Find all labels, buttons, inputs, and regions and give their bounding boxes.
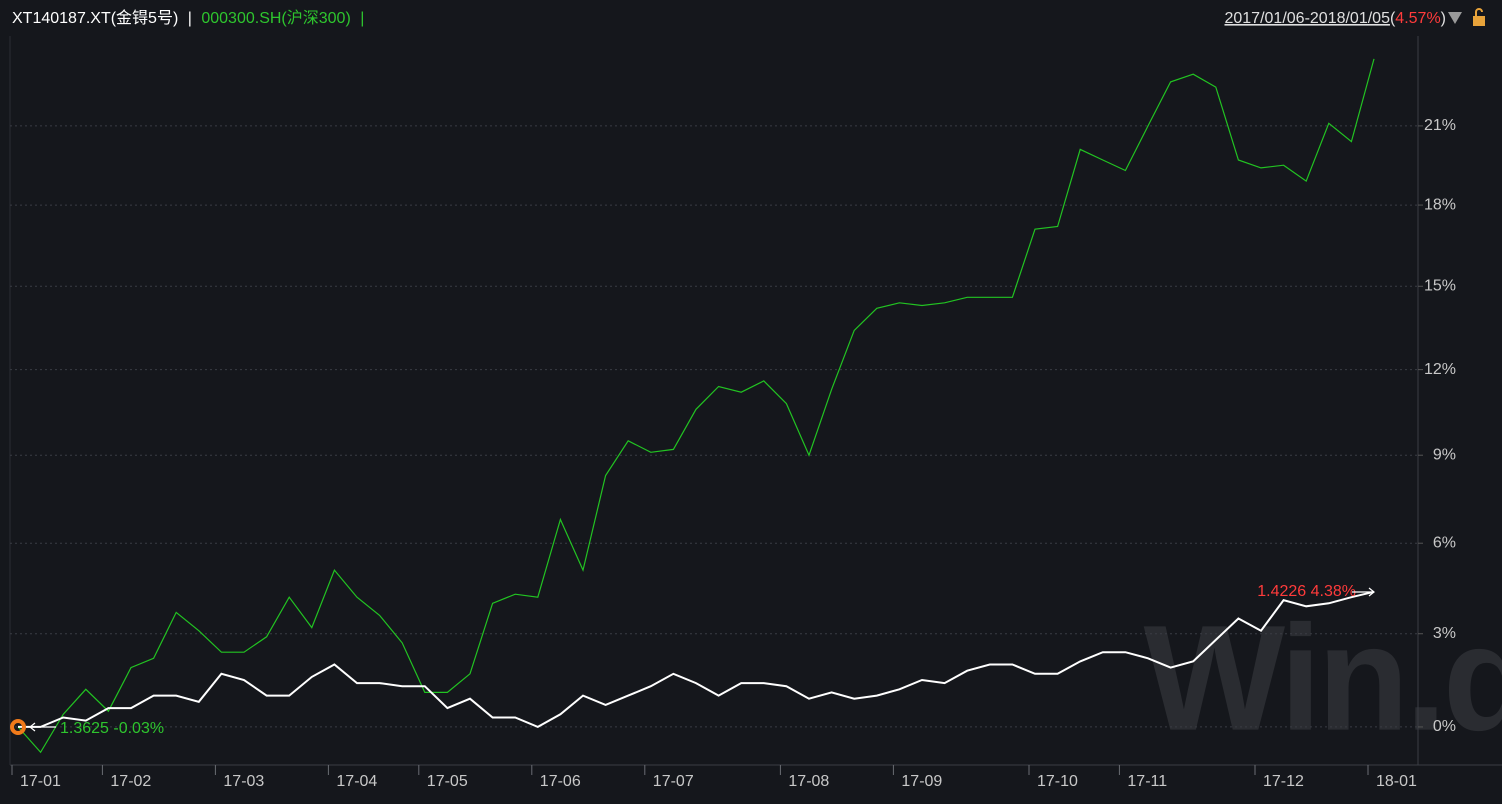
lock-icon[interactable] — [1473, 8, 1485, 26]
annotations — [10, 587, 1375, 735]
y-tick-label: 9% — [1433, 446, 1456, 463]
lock-body — [1473, 16, 1485, 26]
x-tick-label: 17-10 — [1037, 773, 1078, 790]
series-name: 000300.SH(沪深300) — [201, 9, 350, 27]
series-line — [18, 590, 1375, 729]
period-change: 4.57% — [1395, 10, 1440, 27]
dropdown-icon[interactable] — [1448, 12, 1462, 24]
x-tick-label: 17-04 — [336, 773, 377, 790]
paren: ( — [1390, 10, 1396, 27]
x-tick-label: 17-05 — [427, 773, 468, 790]
series-line — [17, 58, 1375, 754]
header: XT140187.XT(金锝5号) | 000300.SH(沪深300) | — [12, 9, 364, 27]
x-tick-label: 17-06 — [540, 773, 581, 790]
y-tick-label: 0% — [1433, 718, 1456, 735]
x-tick-label: 17-08 — [788, 773, 829, 790]
y-tick-label: 15% — [1424, 277, 1456, 294]
y-tick-label: 3% — [1433, 625, 1456, 642]
y-tick-label: 12% — [1424, 361, 1456, 378]
x-tick-label: 17-03 — [223, 773, 264, 790]
start-label: 1.3625 -0.03% — [60, 720, 164, 737]
lock-shackle — [1475, 8, 1483, 16]
paren: ) — [1441, 10, 1446, 27]
x-tick-label: 17-01 — [20, 773, 61, 790]
y-tick-label: 18% — [1424, 196, 1456, 213]
end-arrow — [1352, 587, 1375, 597]
period-header: 2017/01/06-2018/01/05(4.57%) — [1224, 10, 1446, 27]
y-tick-label: 6% — [1433, 534, 1456, 551]
separator: | — [360, 10, 364, 27]
x-tick-label: 17-07 — [653, 773, 694, 790]
x-tick-label: 18-01 — [1376, 773, 1417, 790]
x-tick-label: 17-12 — [1263, 773, 1304, 790]
watermark: Win.d — [1144, 594, 1502, 762]
series-name: XT140187.XT(金锝5号) — [12, 9, 178, 27]
end-label: 1.4226 4.38% — [1257, 583, 1356, 600]
period[interactable]: 2017/01/06-2018/01/05 — [1224, 10, 1390, 27]
marks — [10, 58, 1423, 775]
x-tick-label: 17-11 — [1127, 773, 1167, 790]
x-tick-label: 17-02 — [110, 773, 151, 790]
start-arrow — [29, 722, 56, 732]
separator: | — [188, 10, 192, 27]
start-marker — [10, 719, 26, 735]
x-tick-label: 17-09 — [901, 773, 942, 790]
y-tick-label: 21% — [1424, 117, 1456, 134]
